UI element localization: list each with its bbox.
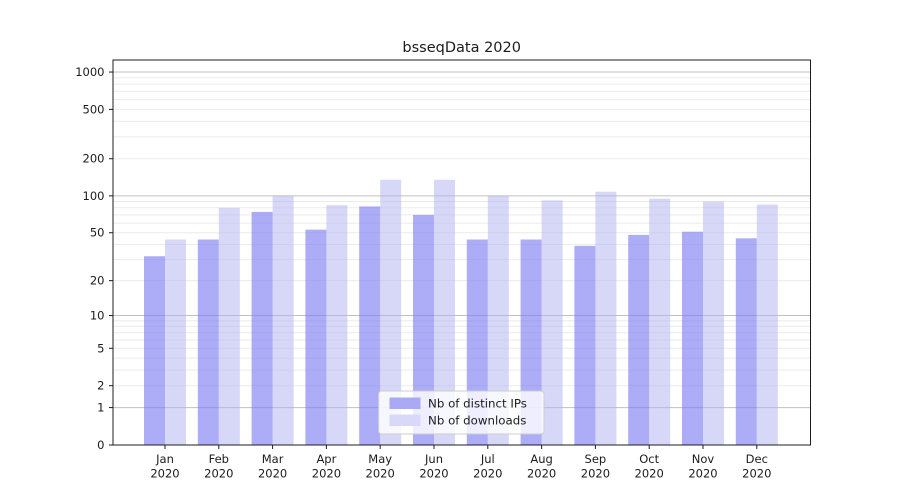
legend-label-downloads: Nb of downloads (428, 414, 526, 428)
legend-swatch-distinct-ips (389, 397, 421, 409)
bar-distinct-ips (735, 238, 757, 445)
bar-downloads (380, 179, 402, 446)
x-tick-label-month: Jan (155, 452, 174, 466)
y-tick-label: 1000 (75, 65, 104, 79)
bar-distinct-ips (359, 206, 381, 445)
bar-downloads (595, 191, 617, 445)
x-tick-label-year: 2020 (312, 467, 341, 481)
bar-downloads (703, 201, 724, 445)
ticks-layer: 10005002001005020105210Jan2020Feb2020Mar… (75, 65, 771, 480)
x-tick-label-month: Mar (262, 452, 284, 466)
x-tick-label-year: 2020 (150, 467, 179, 481)
x-tick-label-month: May (368, 452, 392, 466)
plot-frame (112, 59, 811, 446)
bar-distinct-ips (197, 239, 219, 445)
y-tick-label: 20 (90, 274, 105, 288)
bar-downloads (326, 205, 348, 445)
legend: Nb of distinct IPs Nb of downloads (378, 390, 545, 435)
x-tick-label-month: Nov (692, 452, 715, 466)
x-tick-label-month: Jun (424, 452, 443, 466)
bar-downloads (434, 179, 455, 446)
x-tick-label-month: Oct (639, 452, 659, 466)
x-tick-label-year: 2020 (204, 467, 233, 481)
y-tick-label: 500 (83, 102, 105, 116)
bar-distinct-ips (413, 214, 434, 445)
bar-distinct-ips (682, 231, 703, 445)
y-tick-label: 10 (90, 309, 105, 323)
x-tick-label-year: 2020 (419, 467, 448, 481)
bar-distinct-ips (574, 245, 596, 445)
bar-distinct-ips (144, 256, 165, 445)
x-tick-label-month: Jul (480, 452, 495, 466)
x-tick-label-year: 2020 (581, 467, 610, 481)
bar-downloads (649, 198, 671, 445)
x-tick-label-year: 2020 (473, 467, 502, 481)
bar-distinct-ips (628, 234, 650, 445)
x-tick-label-month: Aug (530, 452, 552, 466)
bar-distinct-ips (251, 211, 273, 445)
legend-label-distinct-ips: Nb of distinct IPs (428, 397, 527, 411)
y-tick-label: 2 (97, 379, 104, 393)
y-tick-label: 50 (90, 226, 105, 240)
bar-downloads (756, 204, 778, 445)
legend-swatch-downloads (389, 414, 421, 426)
bar-downloads (272, 195, 294, 445)
x-tick-label-year: 2020 (527, 467, 556, 481)
y-tick-label: 1 (97, 401, 104, 415)
y-tick-label: 0 (97, 438, 104, 452)
x-tick-label-year: 2020 (366, 467, 395, 481)
x-tick-label-year: 2020 (635, 467, 664, 481)
y-tick-label: 5 (97, 341, 104, 355)
bar-downloads (218, 207, 240, 445)
x-tick-label-year: 2020 (258, 467, 287, 481)
x-tick-label-month: Sep (585, 452, 607, 466)
x-tick-label-month: Apr (316, 452, 336, 466)
x-tick-label-month: Dec (746, 452, 768, 466)
bar-downloads (541, 200, 563, 445)
bar-downloads (165, 239, 186, 445)
bar-downloads (487, 195, 509, 445)
chart-title: bsseqData 2020 (402, 40, 521, 56)
y-tick-label: 100 (83, 189, 105, 203)
bar-distinct-ips (305, 229, 327, 445)
x-tick-label-year: 2020 (742, 467, 771, 481)
x-tick-label-month: Feb (209, 452, 229, 466)
y-tick-label: 200 (83, 152, 105, 166)
x-tick-label-year: 2020 (688, 467, 717, 481)
